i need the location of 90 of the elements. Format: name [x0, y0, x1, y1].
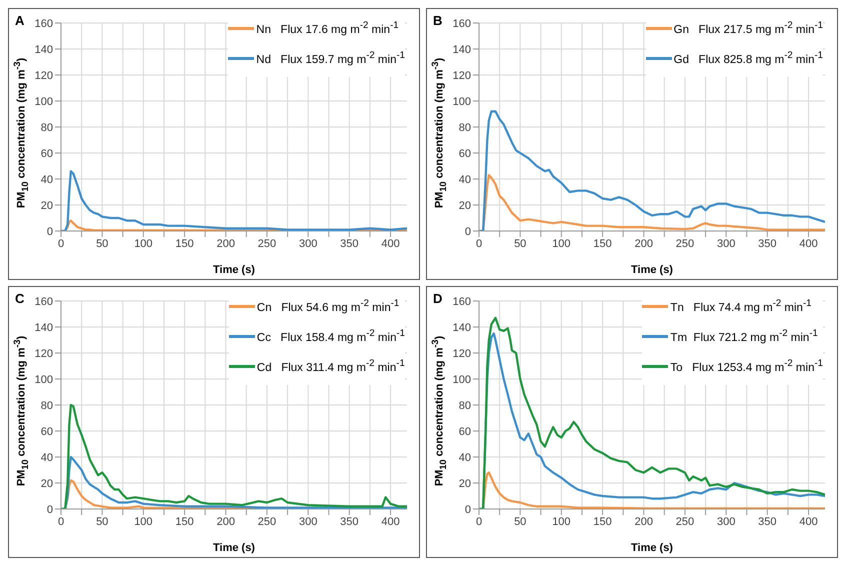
x-tick-label: 300 [298, 516, 318, 528]
y-tick-label: 60 [40, 148, 53, 160]
legend-label: Cd Flux 311.4 mg m$^{-2}$ min$^{-1}$ [256, 358, 405, 374]
x-tick-label: 150 [175, 238, 194, 250]
chart-title: C [15, 291, 24, 306]
x-tick-label: 400 [381, 516, 400, 528]
y-tick-label: 20 [40, 478, 53, 490]
y-tick-label: 140 [452, 322, 471, 334]
y-tick-label: 160 [34, 18, 53, 30]
y-tick-label: 140 [34, 322, 53, 334]
x-tick-label: 200 [634, 516, 653, 528]
x-tick-label: 350 [340, 238, 359, 250]
legend-label: Gd Flux 825.8 mg m$^{-2}$ min$^{-1}$ [674, 50, 823, 66]
y-tick-label: 40 [458, 174, 471, 186]
y-tick-label: 120 [452, 348, 471, 360]
chart-title: D [433, 291, 442, 306]
legend-label: Nd Flux 159.7 mg m$^{-2}$ min$^{-1}$ [256, 50, 405, 66]
x-tick-label: 150 [175, 516, 194, 528]
x-axis-title: Time (s) [213, 542, 256, 554]
x-tick-label: 50 [96, 516, 108, 528]
x-tick-label: 400 [381, 238, 400, 250]
x-tick-label: 100 [134, 238, 153, 250]
x-tick-label: 0 [476, 238, 482, 250]
x-tick-label: 0 [476, 516, 482, 528]
x-tick-label: 350 [340, 516, 359, 528]
y-tick-label: 160 [452, 296, 471, 308]
y-tick-label: 20 [40, 200, 53, 212]
x-axis-title: Time (s) [631, 264, 674, 276]
y-tick-label: 120 [34, 348, 53, 360]
x-tick-label: 100 [134, 516, 153, 528]
x-tick-label: 200 [216, 516, 235, 528]
y-tick-label: 120 [452, 70, 471, 82]
legend-label: Cn Flux 54.6 mg m$^{-2}$ min$^{-1}$ [256, 298, 400, 314]
x-tick-label: 400 [799, 516, 818, 528]
legend-label: Nn Flux 17.6 mg m$^{-2}$ min$^{-1}$ [256, 20, 399, 36]
x-tick-label: 250 [676, 516, 694, 528]
x-tick-label: 50 [514, 516, 526, 528]
y-tick-label: 160 [452, 18, 471, 30]
y-tick-label: 140 [34, 44, 53, 56]
x-tick-label: 250 [676, 238, 694, 250]
legend-label: Gn Flux 217.5 mg m$^{-2}$ min$^{-1}$ [674, 20, 823, 36]
x-axis-title: Time (s) [631, 542, 674, 554]
chart-title: A [15, 13, 24, 28]
y-tick-label: 100 [34, 374, 53, 386]
x-tick-label: 300 [298, 238, 318, 250]
y-tick-label: 100 [34, 96, 53, 108]
x-tick-label: 150 [593, 516, 612, 528]
y-tick-label: 0 [46, 504, 53, 516]
x-tick-label: 250 [258, 238, 276, 250]
x-tick-label: 250 [258, 516, 276, 528]
legend-label: Tm Flux 721.2 mg m$^{-2}$ min$^{-1}$ [670, 328, 818, 344]
y-tick-label: 40 [458, 452, 471, 464]
chart-title: B [433, 13, 442, 28]
x-tick-label: 350 [758, 516, 777, 528]
x-tick-label: 200 [634, 238, 653, 250]
y-tick-label: 60 [458, 148, 471, 160]
y-tick-label: 40 [40, 452, 53, 464]
y-tick-label: 0 [464, 226, 471, 238]
x-tick-label: 0 [58, 516, 64, 528]
y-tick-label: 80 [458, 400, 471, 412]
y-tick-label: 80 [40, 400, 53, 412]
y-tick-label: 80 [40, 122, 53, 134]
x-tick-label: 150 [593, 238, 612, 250]
x-tick-label: 400 [799, 238, 818, 250]
y-tick-label: 40 [40, 174, 53, 186]
y-tick-label: 100 [452, 96, 471, 108]
x-axis-title: Time (s) [213, 264, 256, 276]
y-tick-label: 120 [34, 70, 53, 82]
y-tick-label: 60 [40, 426, 53, 438]
y-tick-label: 140 [452, 44, 471, 56]
y-tick-label: 0 [464, 504, 471, 516]
x-tick-label: 300 [716, 516, 736, 528]
y-tick-label: 0 [46, 226, 53, 238]
x-tick-label: 300 [716, 238, 736, 250]
legend-label: Cc Flux 158.4 mg m$^{-2}$ min$^{-1}$ [256, 328, 405, 344]
x-tick-label: 350 [758, 238, 777, 250]
legend-label: To Flux 1253.4 mg m$^{-2}$ min$^{-1}$ [670, 358, 823, 374]
x-tick-label: 100 [552, 238, 571, 250]
y-tick-label: 20 [458, 200, 471, 212]
y-tick-label: 80 [458, 122, 471, 134]
x-tick-label: 50 [96, 238, 108, 250]
x-tick-label: 200 [216, 238, 235, 250]
y-tick-label: 60 [458, 426, 471, 438]
x-tick-label: 0 [58, 238, 64, 250]
x-tick-label: 50 [514, 238, 526, 250]
y-tick-label: 20 [458, 478, 471, 490]
x-tick-label: 100 [552, 516, 571, 528]
y-tick-label: 160 [34, 296, 53, 308]
legend-label: Tn Flux 74.4 mg m$^{-2}$ min$^{-1}$ [670, 298, 812, 314]
y-tick-label: 100 [452, 374, 471, 386]
